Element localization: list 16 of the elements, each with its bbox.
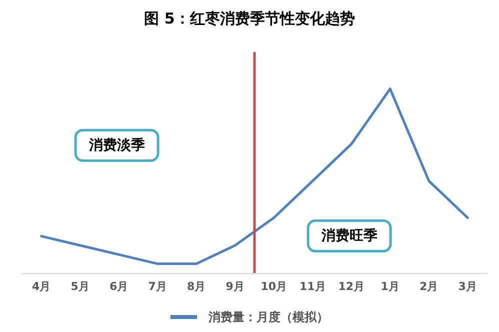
x-tick-label: 12月: [338, 280, 365, 293]
chart-title: 图 5：红枣消费季节性变化趋势: [144, 10, 355, 28]
x-tick-label: 4月: [32, 280, 51, 293]
x-tick-label: 2月: [420, 280, 438, 293]
x-tick-label: 9月: [226, 280, 244, 293]
x-tick-label: 1月: [380, 280, 400, 293]
x-tick-label: 7月: [148, 280, 167, 293]
x-tick-label: 3月: [458, 280, 477, 293]
x-tick-label: 11月: [299, 280, 326, 293]
x-tick-label: 10月: [260, 280, 288, 293]
annotation: 消费淡季: [88, 136, 145, 154]
x-tick-label: 6月: [110, 280, 128, 293]
annotation: 消费旺季: [320, 226, 378, 244]
x-tick-label: 8月: [187, 280, 206, 293]
x-tick-label: 5月: [70, 280, 90, 293]
legend-label: 消费量：月度（模拟）: [208, 310, 329, 324]
